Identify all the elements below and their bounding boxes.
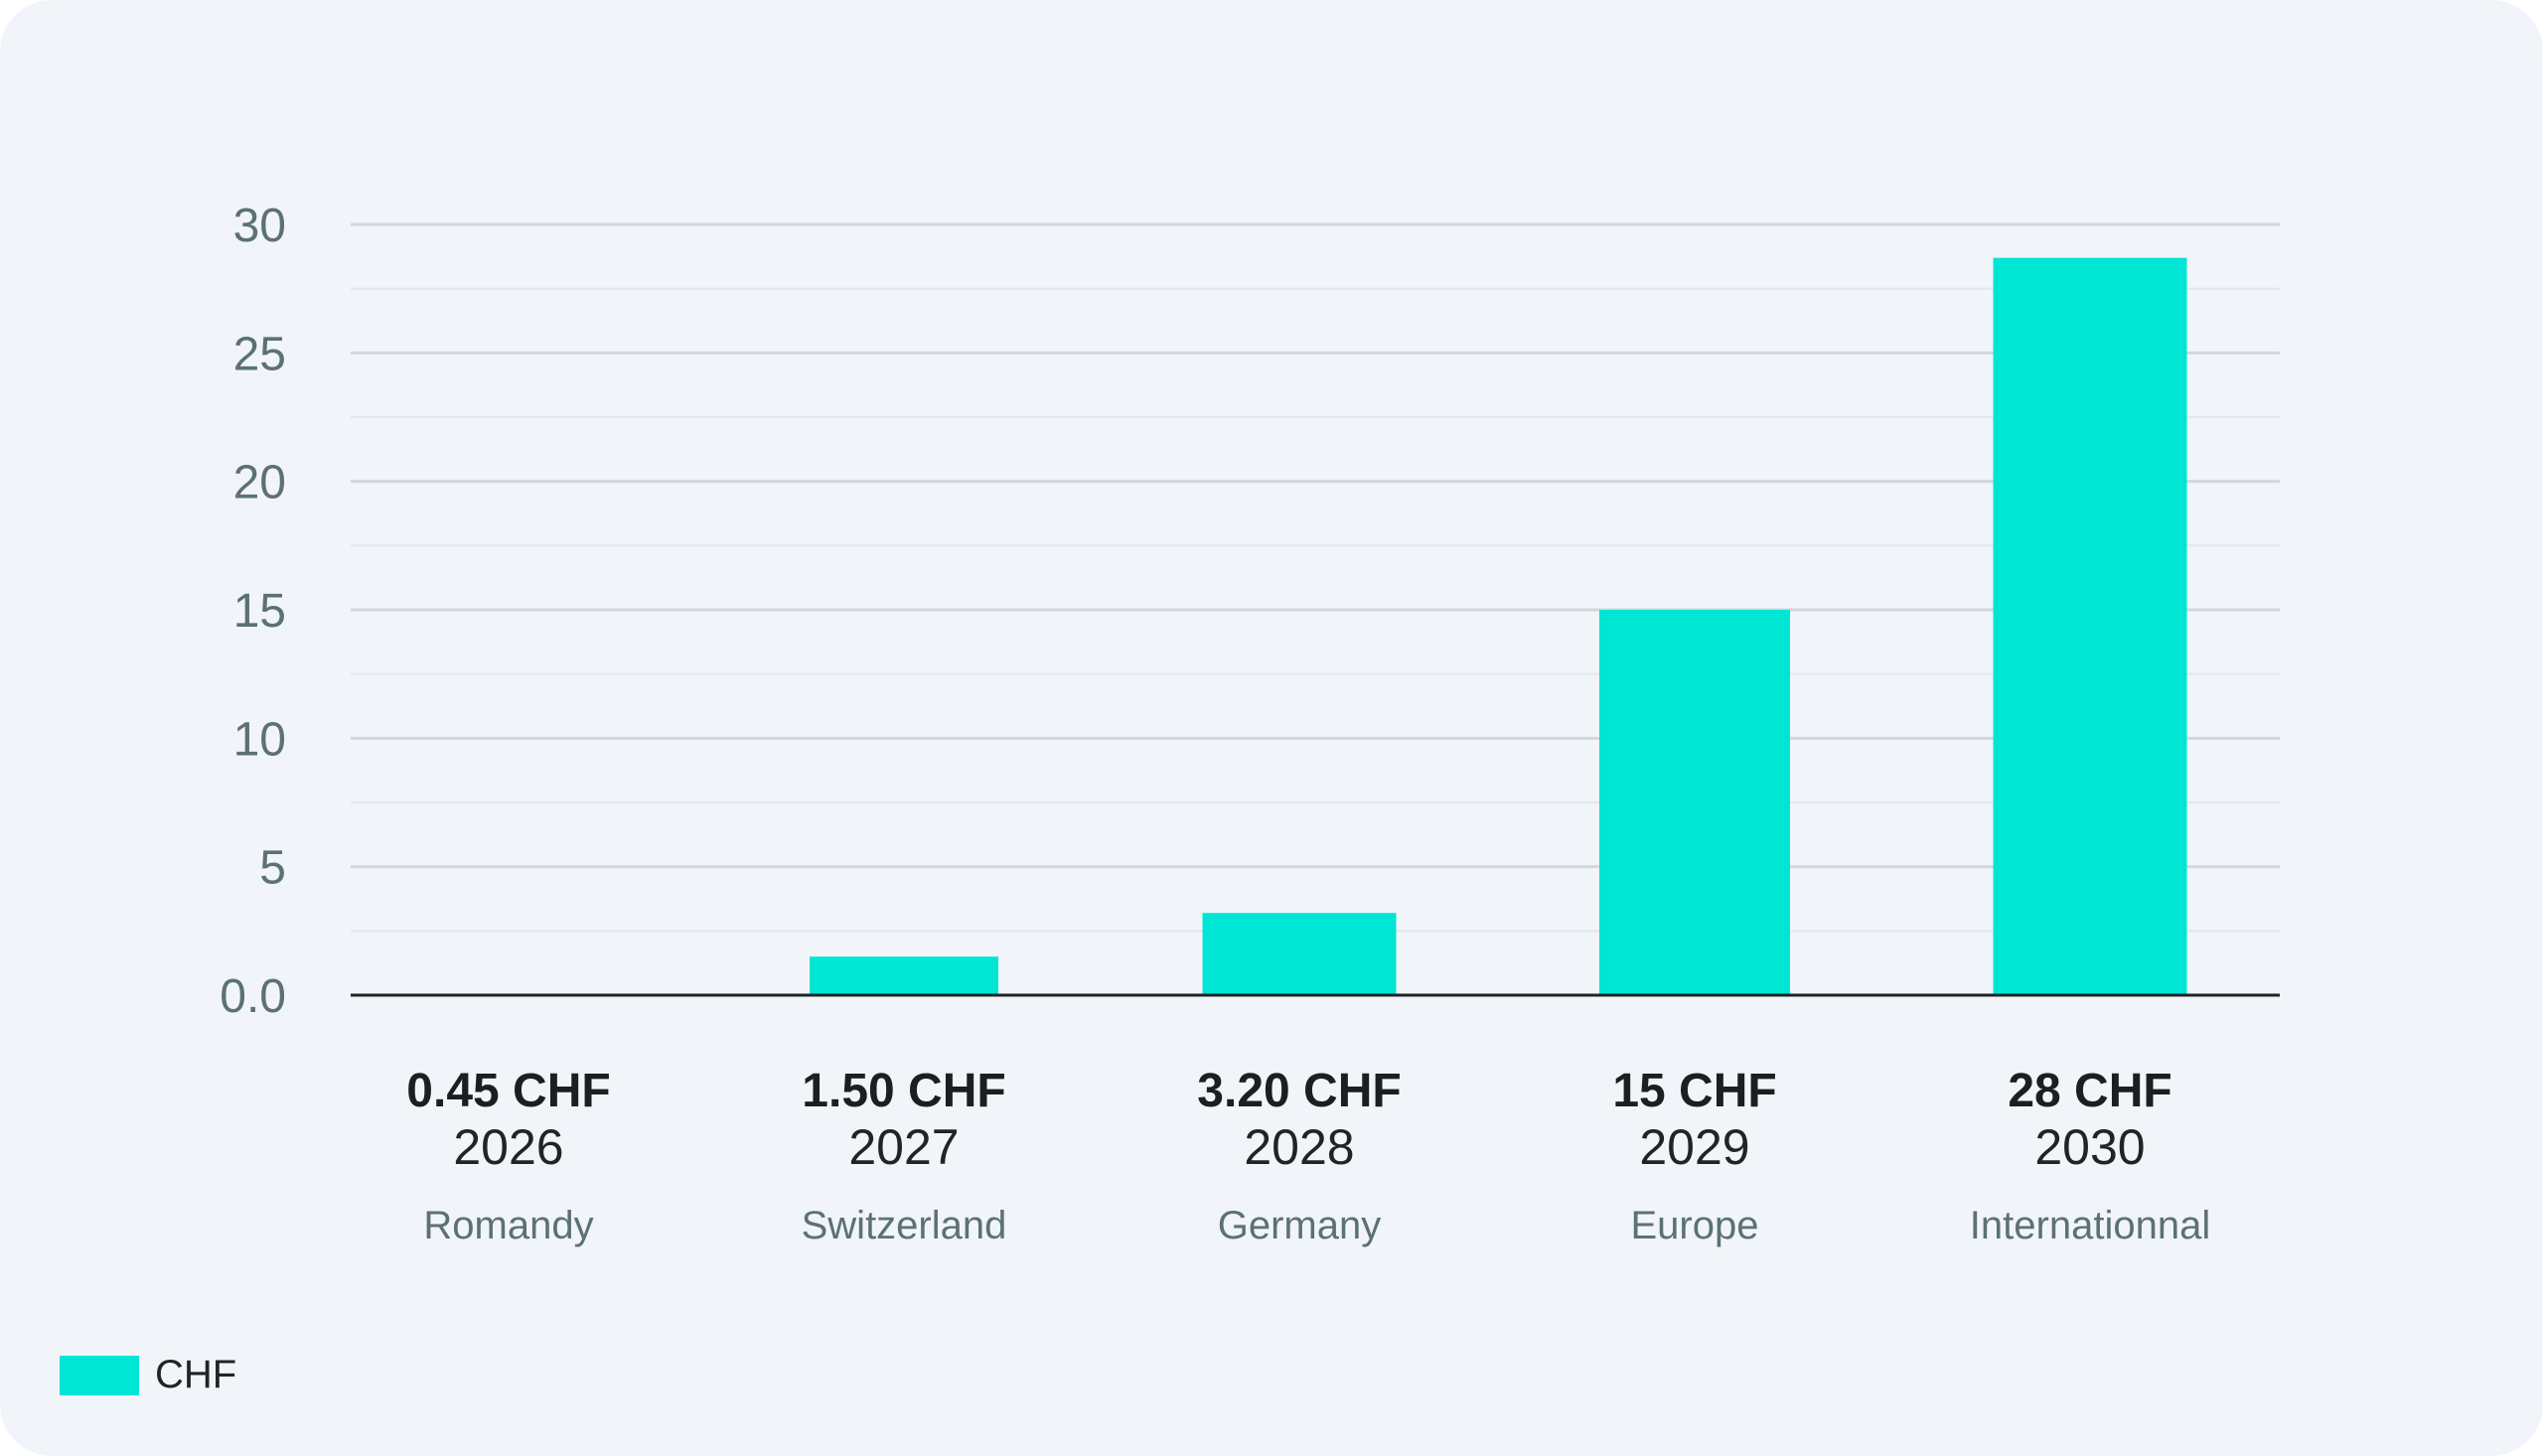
bar-2030	[1993, 257, 2187, 995]
bar-value-label: 28 CHF	[2008, 1065, 2171, 1117]
bar-2028	[1202, 913, 1397, 995]
bar-value-label: 0.45 CHF	[406, 1065, 610, 1117]
y-tick-label: 15	[233, 585, 286, 638]
legend-label: CHF	[155, 1353, 237, 1396]
y-tick-label: 30	[233, 200, 286, 252]
bar-value-label: 3.20 CHF	[1197, 1065, 1401, 1117]
y-tick-label: 25	[233, 328, 286, 380]
legend: CHF	[60, 1353, 236, 1397]
y-tick-label: 20	[233, 457, 286, 510]
region-label: Switzerland	[802, 1204, 1007, 1247]
x-tick-label: 2026	[453, 1119, 563, 1175]
region-label: Europe	[1631, 1204, 1759, 1247]
bar-2029	[1599, 610, 1790, 995]
y-tick-label: 0.0	[220, 970, 286, 1023]
x-tick-label: 2029	[1639, 1119, 1749, 1175]
region-label: Internationnal	[1970, 1204, 2210, 1247]
bar-2027	[810, 956, 998, 995]
x-tick-label: 2028	[1244, 1119, 1354, 1175]
x-tick-label: 2030	[2034, 1119, 2145, 1175]
bar-value-label: 15 CHF	[1612, 1065, 1776, 1117]
y-tick-label: 5	[259, 842, 286, 895]
x-tick-label: 2027	[848, 1119, 959, 1175]
legend-swatch	[60, 1355, 139, 1395]
bar-value-label: 1.50 CHF	[802, 1065, 1005, 1117]
region-label: Germany	[1218, 1204, 1382, 1247]
region-label: Romandy	[423, 1204, 593, 1247]
y-tick-label: 10	[233, 713, 286, 766]
